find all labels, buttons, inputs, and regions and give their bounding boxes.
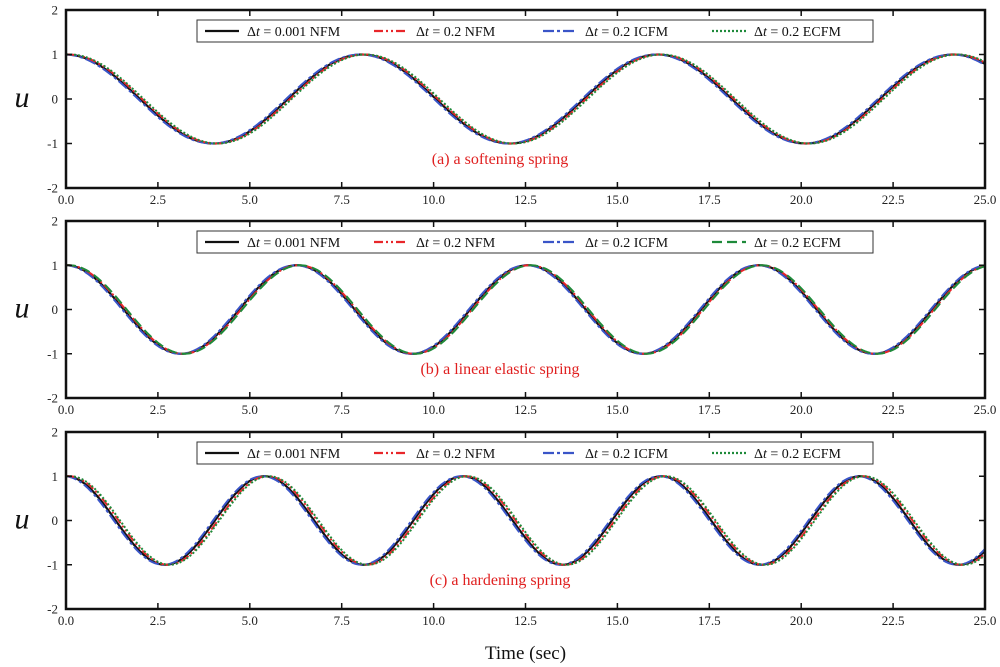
x-tick-label: 0.0 — [58, 192, 74, 207]
series-line-3 — [66, 475, 985, 566]
x-tick-label: 22.5 — [882, 402, 905, 417]
panel-1: 0.0 2.5 5.0 7.5 10.0 12.5 15.0 17.5 20.0 22.5 25.0… — [15, 3, 997, 208]
x-tick-label: 0.0 — [58, 402, 74, 417]
x-tick-label: 5.0 — [242, 402, 258, 417]
y-tick-label: -1 — [47, 557, 58, 572]
legend: Δt = 0.001 NFM Δt = 0.2 NFM Δt = 0.2 ICFM Δ… — [196, 19, 874, 43]
x-tick-label: 15.0 — [606, 402, 629, 417]
y-tick-label: -2 — [47, 602, 58, 617]
y-tick-label: 1 — [52, 47, 59, 62]
x-tick-label: 7.5 — [334, 613, 350, 628]
x-tick-label: 5.0 — [242, 192, 258, 207]
x-tick-label: 15.0 — [606, 192, 629, 207]
legend: Δt = 0.001 NFM Δt = 0.2 NFM Δt = 0.2 ICFM Δ… — [196, 441, 874, 465]
panel-annotation: (a) a softening spring — [432, 151, 568, 168]
x-tick-label: 7.5 — [334, 192, 350, 207]
x-tick-label: 25.0 — [974, 613, 997, 628]
y-tick-label: 2 — [52, 214, 59, 229]
series-line-1 — [66, 475, 985, 566]
legend-label: Δt = 0.2 NFM — [416, 236, 496, 251]
y-tick-label: 2 — [52, 3, 59, 18]
legend-label: Δt = 0.001 NFM — [247, 236, 341, 251]
y-tick-label: 1 — [52, 258, 59, 273]
panel-3: 0.0 2.5 5.0 7.5 10.0 12.5 15.0 17.5 20.0 22.5 25.0… — [15, 425, 997, 665]
x-axis-title: Time (sec) — [485, 643, 566, 664]
legend-label: Δt = 0.2 NFM — [416, 25, 496, 40]
y-tick-label: -1 — [47, 136, 58, 151]
x-tick-label: 25.0 — [974, 402, 997, 417]
y-tick-label: 0 — [52, 92, 59, 107]
legend-label: Δt = 0.2 NFM — [416, 447, 496, 462]
series-line-2 — [66, 264, 985, 355]
legend-label: Δt = 0.001 NFM — [247, 25, 341, 40]
legend-box — [196, 19, 874, 43]
x-tick-label: 2.5 — [150, 192, 166, 207]
y-tick-label: 0 — [52, 302, 59, 317]
series-line-4 — [66, 475, 985, 566]
y-tick-label: 2 — [52, 425, 59, 440]
y-tick-label: -2 — [47, 181, 58, 196]
series-line-2 — [66, 53, 985, 145]
panel-annotation: (b) a linear elastic spring — [420, 361, 579, 378]
legend-label: Δt = 0.001 NFM — [247, 447, 341, 462]
legend-box — [196, 441, 874, 465]
series-line-4 — [66, 53, 985, 145]
x-tick-label: 10.0 — [422, 613, 445, 628]
legend-box — [196, 230, 874, 254]
series-group — [66, 475, 985, 566]
series-group — [66, 264, 985, 355]
series-line-3 — [66, 264, 985, 355]
x-tick-label: 22.5 — [882, 613, 905, 628]
y-tick-label: 1 — [52, 469, 59, 484]
series-line-2 — [66, 475, 985, 566]
x-tick-label: 17.5 — [698, 192, 721, 207]
legend-label: Δt = 0.2 ICFM — [585, 236, 669, 251]
legend-label: Δt = 0.2 ECFM — [754, 236, 841, 251]
x-tick-label: 10.0 — [422, 192, 445, 207]
panel-annotation: (c) a hardening spring — [430, 572, 571, 589]
legend: Δt = 0.001 NFM Δt = 0.2 NFM Δt = 0.2 ICFM Δ… — [196, 230, 874, 254]
x-tick-label: 20.0 — [790, 192, 813, 207]
y-tick-label: -2 — [47, 391, 58, 406]
x-tick-label: 12.5 — [514, 613, 537, 628]
x-tick-label: 0.0 — [58, 613, 74, 628]
x-tick-label: 12.5 — [514, 402, 537, 417]
x-tick-label: 2.5 — [150, 613, 166, 628]
legend-label: Δt = 0.2 ICFM — [585, 25, 669, 40]
x-tick-label: 7.5 — [334, 402, 350, 417]
x-tick-label: 17.5 — [698, 402, 721, 417]
x-tick-label: 15.0 — [606, 613, 629, 628]
x-tick-label: 2.5 — [150, 402, 166, 417]
x-tick-label: 20.0 — [790, 613, 813, 628]
x-tick-label: 17.5 — [698, 613, 721, 628]
panel-2: 0.0 2.5 5.0 7.5 10.0 12.5 15.0 17.5 20.0 22.5 25.0… — [15, 214, 997, 418]
y-tick-label: 0 — [52, 513, 59, 528]
legend-label: Δt = 0.2 ECFM — [754, 447, 841, 462]
legend-label: Δt = 0.2 ECFM — [754, 25, 841, 40]
y-axis-title: u — [15, 292, 30, 325]
y-axis-title: u — [15, 503, 30, 536]
series-line-4 — [66, 264, 985, 355]
y-axis-title: u — [15, 81, 30, 114]
y-tick-label: -1 — [47, 346, 58, 361]
x-tick-label: 10.0 — [422, 402, 445, 417]
x-tick-label: 20.0 — [790, 402, 813, 417]
x-tick-label: 5.0 — [242, 613, 258, 628]
legend-label: Δt = 0.2 ICFM — [585, 447, 669, 462]
x-tick-label: 25.0 — [974, 192, 997, 207]
series-group — [66, 53, 985, 145]
x-tick-label: 12.5 — [514, 192, 537, 207]
x-tick-label: 22.5 — [882, 192, 905, 207]
